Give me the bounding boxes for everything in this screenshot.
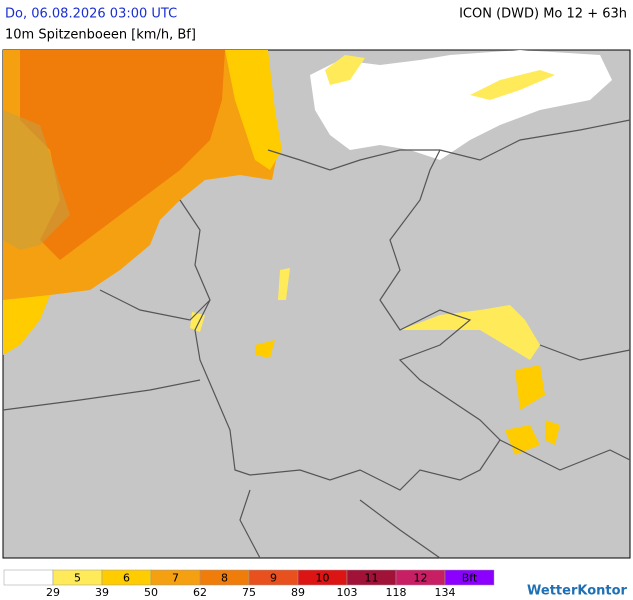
france-border (2, 379, 201, 411)
austria-border (499, 439, 631, 471)
legend-threshold: 103 (337, 586, 358, 599)
north-border (267, 149, 440, 171)
legend-bf-label: 8 (221, 572, 228, 585)
legend-bf-label: 9 (270, 572, 277, 585)
legend-threshold: 50 (144, 586, 158, 599)
gust-area-6 (255, 340, 275, 358)
legend-bf-label: 10 (316, 572, 330, 585)
legend-swatch (444, 569, 495, 586)
legend-bf-label: 11 (365, 572, 379, 585)
gust-area-6 (515, 365, 545, 410)
alps-border (359, 499, 441, 559)
legend-swatch (3, 569, 54, 586)
map (2, 49, 631, 559)
benelux-border (99, 289, 211, 321)
gust-area-5 (325, 55, 365, 85)
gust-area-6 (3, 295, 50, 355)
legend-bf-label: 6 (123, 572, 130, 585)
model-run: ICON (DWD) Mo 12 + 63h (459, 7, 627, 22)
brand-logo: WetterKontor (527, 584, 628, 599)
poland-coast (439, 119, 631, 161)
czech-border (539, 344, 631, 361)
legend-threshold: 75 (242, 586, 256, 599)
legend-threshold: 89 (291, 586, 305, 599)
legend-bf-label: 5 (74, 572, 81, 585)
legend-threshold: 39 (95, 586, 109, 599)
legend-bf-label: 7 (172, 572, 179, 585)
gust-area-8 (20, 50, 225, 260)
legend-threshold: 118 (386, 586, 407, 599)
gust-area-6 (225, 50, 282, 170)
legend-threshold: 134 (435, 586, 456, 599)
uk-land (3, 110, 70, 250)
gust-area-5 (470, 70, 555, 100)
datetime: Do, 06.08.2026 03:00 UTC (5, 7, 177, 22)
gust-area-5 (400, 305, 540, 360)
gust-area-5 (278, 268, 290, 300)
subtitle: 10m Spitzenboeen [km/h, Bf] (5, 28, 196, 43)
swiss-border (239, 489, 261, 559)
legend-bf-label: 12 (414, 572, 428, 585)
germany-border (179, 149, 501, 491)
gust-area-6 (545, 420, 560, 445)
legend-bf-label: Bft (462, 572, 478, 585)
legend-threshold: 62 (193, 586, 207, 599)
borders (2, 119, 631, 559)
legend-threshold: 29 (46, 586, 60, 599)
